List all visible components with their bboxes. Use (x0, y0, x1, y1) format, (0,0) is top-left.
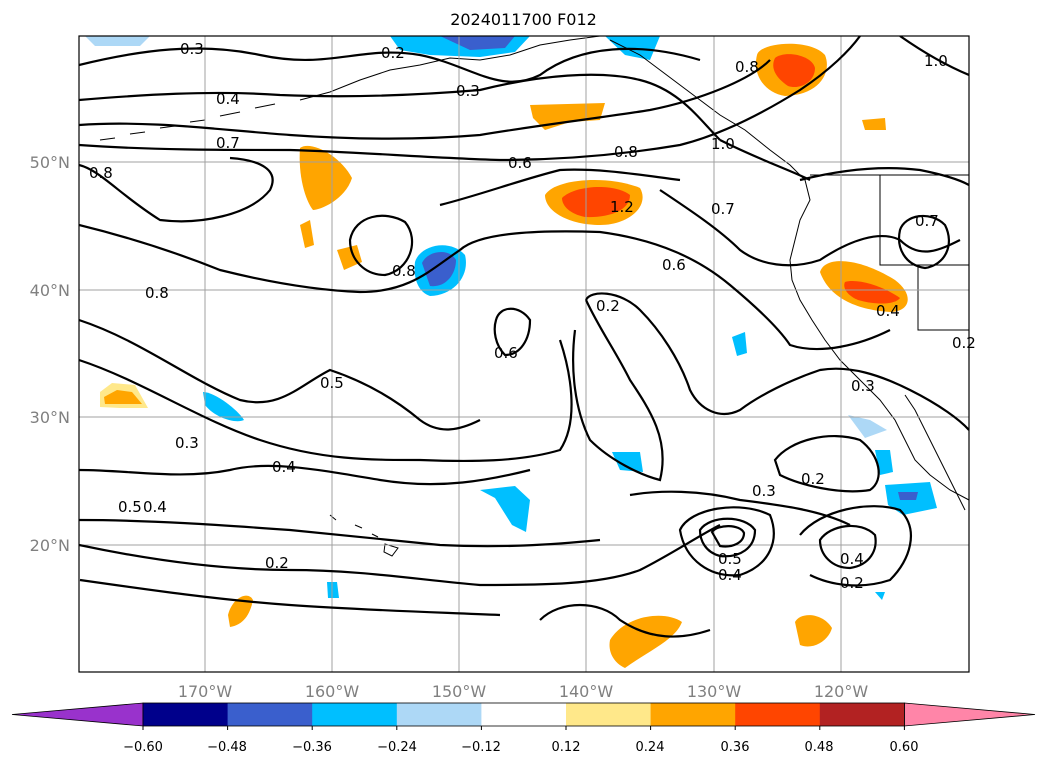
colorbar-tick-label: −0.12 (461, 740, 501, 755)
colorbar-segment (566, 703, 651, 726)
contour-label: 0.7 (915, 212, 939, 230)
colorbar-segment (143, 703, 228, 726)
colorbar-tick-label: −0.60 (123, 740, 163, 755)
shade-neg-160w-small (327, 582, 339, 598)
contour-label: 0.6 (662, 256, 686, 274)
contour-16 (79, 525, 720, 585)
longitude-axis: 170°W 160°W 150°W 140°W 130°W 120°W (178, 682, 869, 701)
colorbar-segment (651, 703, 736, 726)
contour-lines (79, 36, 969, 637)
contour-label: 0.4 (272, 458, 296, 476)
lon-label-140w: 140°W (559, 682, 614, 701)
shade-pos-south-east (795, 615, 832, 646)
colorbar (12, 703, 1035, 730)
contour-6 (79, 225, 460, 292)
contour-label: 0.5 (320, 374, 344, 392)
contour-label: 0.6 (494, 344, 518, 362)
contour-label: 0.4 (876, 302, 900, 320)
contour-label: 0.2 (801, 470, 825, 488)
colorbar-segment (735, 703, 820, 726)
colorbar-tick-label: 0.60 (890, 740, 919, 755)
colorbar-extend-high (904, 703, 1035, 726)
contour-12 (586, 293, 969, 430)
shade-neg-east-4 (875, 592, 885, 600)
contour-label: 0.3 (456, 82, 480, 100)
lon-label-160w: 160°W (305, 682, 360, 701)
colorbar-segment (312, 703, 397, 726)
contour-label: 0.2 (952, 334, 976, 352)
colorbar-tick-label: 0.48 (805, 740, 834, 755)
contour-label: 0.8 (145, 284, 169, 302)
colorbar-tick-label: 0.24 (636, 740, 665, 755)
shade-pos-pnw-coast (862, 118, 886, 130)
lon-label-120w: 120°W (814, 682, 869, 701)
lon-label-150w: 150°W (432, 682, 487, 701)
contour-label: 0.4 (216, 90, 240, 108)
contour-label: 0.3 (851, 377, 875, 395)
contour-label: 0.3 (175, 434, 199, 452)
shade-pos-south-center (610, 616, 682, 668)
colorbar-segment (397, 703, 482, 726)
shade-neg-hawaii-ne (480, 486, 530, 532)
colorbar-tick-label: −0.36 (292, 740, 332, 755)
lat-label-20n: 20°N (30, 536, 70, 555)
contour-24 (775, 436, 879, 491)
contour-label: 0.8 (392, 262, 416, 280)
contour-14 (79, 466, 530, 484)
shade-neg-top-left (85, 36, 150, 46)
contour-label: 0.2 (840, 574, 864, 592)
lon-label-170w: 170°W (178, 682, 233, 701)
shade-neg-coast-small (732, 332, 747, 356)
aleutians-coastline (100, 104, 275, 140)
contour-label: 0.4 (143, 498, 167, 516)
contour-label: 0.6 (508, 154, 532, 172)
contour-label: 0.5 (118, 498, 142, 516)
contour-label: 1.0 (711, 135, 735, 153)
lat-label-30n: 30°N (30, 408, 70, 427)
lon-label-130w: 130°W (687, 682, 742, 701)
contour-2 (79, 75, 720, 140)
lat-label-50n: 50°N (30, 153, 70, 172)
contour-9 (79, 320, 480, 429)
colorbar-segment (820, 703, 905, 726)
contour-label: 0.8 (614, 143, 638, 161)
shade-pos-162w (300, 220, 314, 248)
contour-label: 1.2 (610, 198, 634, 216)
colorbar-tick-label: 0.36 (721, 740, 750, 755)
colorbar-tick-label: −0.24 (377, 740, 417, 755)
shade-pos-n-160w (300, 146, 352, 210)
colorbar-tick-label: −0.48 (207, 740, 247, 755)
colorbar-tick-label: 0.12 (552, 740, 581, 755)
contour-label: 0.2 (265, 554, 289, 572)
contour-31 (800, 168, 969, 185)
colorbar-segment (228, 703, 313, 726)
shade-neg-east-1 (848, 415, 887, 438)
contour-label: 0.7 (711, 200, 735, 218)
latitude-axis: 50°N 40°N 30°N 20°N (30, 153, 70, 555)
contour-label: 0.3 (180, 40, 204, 58)
shade-neg-east-3-core (898, 492, 918, 500)
contour-3 (79, 60, 770, 139)
contour-label: 0.2 (596, 297, 620, 315)
colorbar-extend-low (12, 703, 143, 726)
contour-label: 0.7 (216, 134, 240, 152)
contour-label: 0.4 (718, 566, 742, 584)
contour-label: 0.8 (735, 58, 759, 76)
contour-label: 1.0 (924, 52, 948, 70)
contour-label: 0.8 (89, 164, 113, 182)
shade-pos-158w (337, 245, 362, 270)
contour-17 (80, 580, 500, 615)
lat-label-40n: 40°N (30, 281, 70, 300)
contour-label: 0.2 (381, 44, 405, 62)
colorbar-segment (481, 703, 566, 726)
colorbar-tick-labels: −0.60 −0.48 −0.36 −0.24 −0.12 0.12 0.24 … (123, 740, 918, 755)
contour-label: 0.4 (840, 550, 864, 568)
contour-label: 0.3 (752, 482, 776, 500)
contour-21 (712, 526, 744, 546)
